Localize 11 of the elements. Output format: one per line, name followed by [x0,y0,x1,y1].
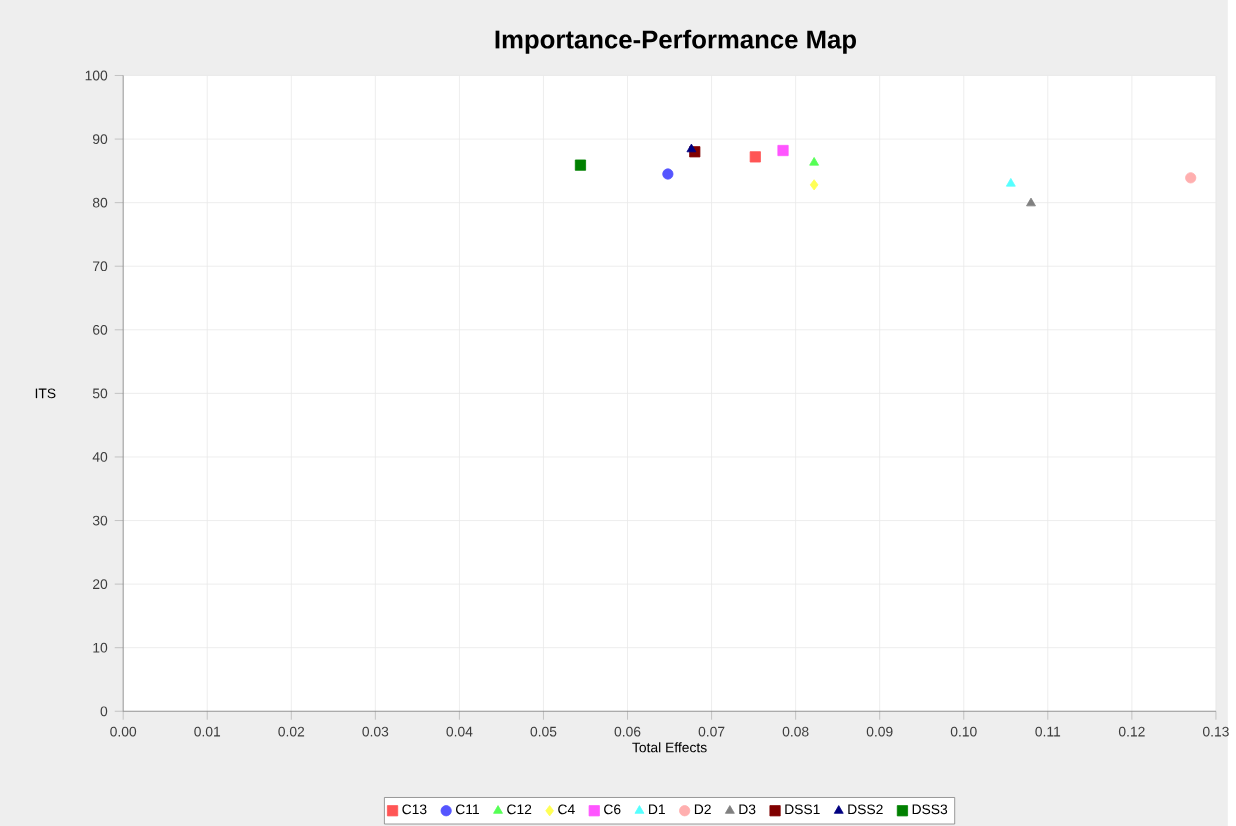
point [809,179,819,191]
point [662,168,674,180]
point [574,159,587,171]
point [809,156,819,166]
point [686,143,697,152]
point [777,144,789,156]
chart-title: Importance-Performance Map [495,29,856,54]
point [1185,172,1197,184]
point [1026,197,1036,207]
point [1005,177,1016,187]
point [749,151,761,163]
